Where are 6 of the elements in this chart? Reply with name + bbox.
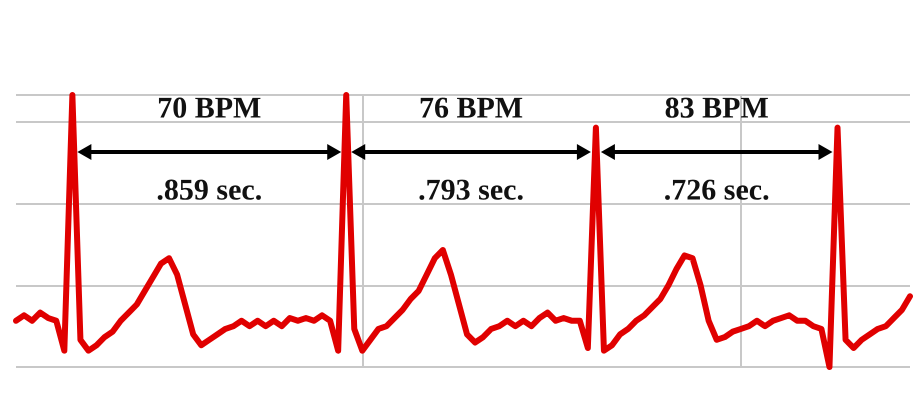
annotation: 70 BPM bbox=[157, 92, 262, 124]
annotation: 83 BPM bbox=[664, 92, 769, 124]
annotation: .726 sec. bbox=[664, 174, 770, 206]
annotation: .793 sec. bbox=[418, 174, 524, 206]
annotation: .859 sec. bbox=[156, 174, 262, 206]
annotation: 76 BPM bbox=[418, 92, 524, 124]
